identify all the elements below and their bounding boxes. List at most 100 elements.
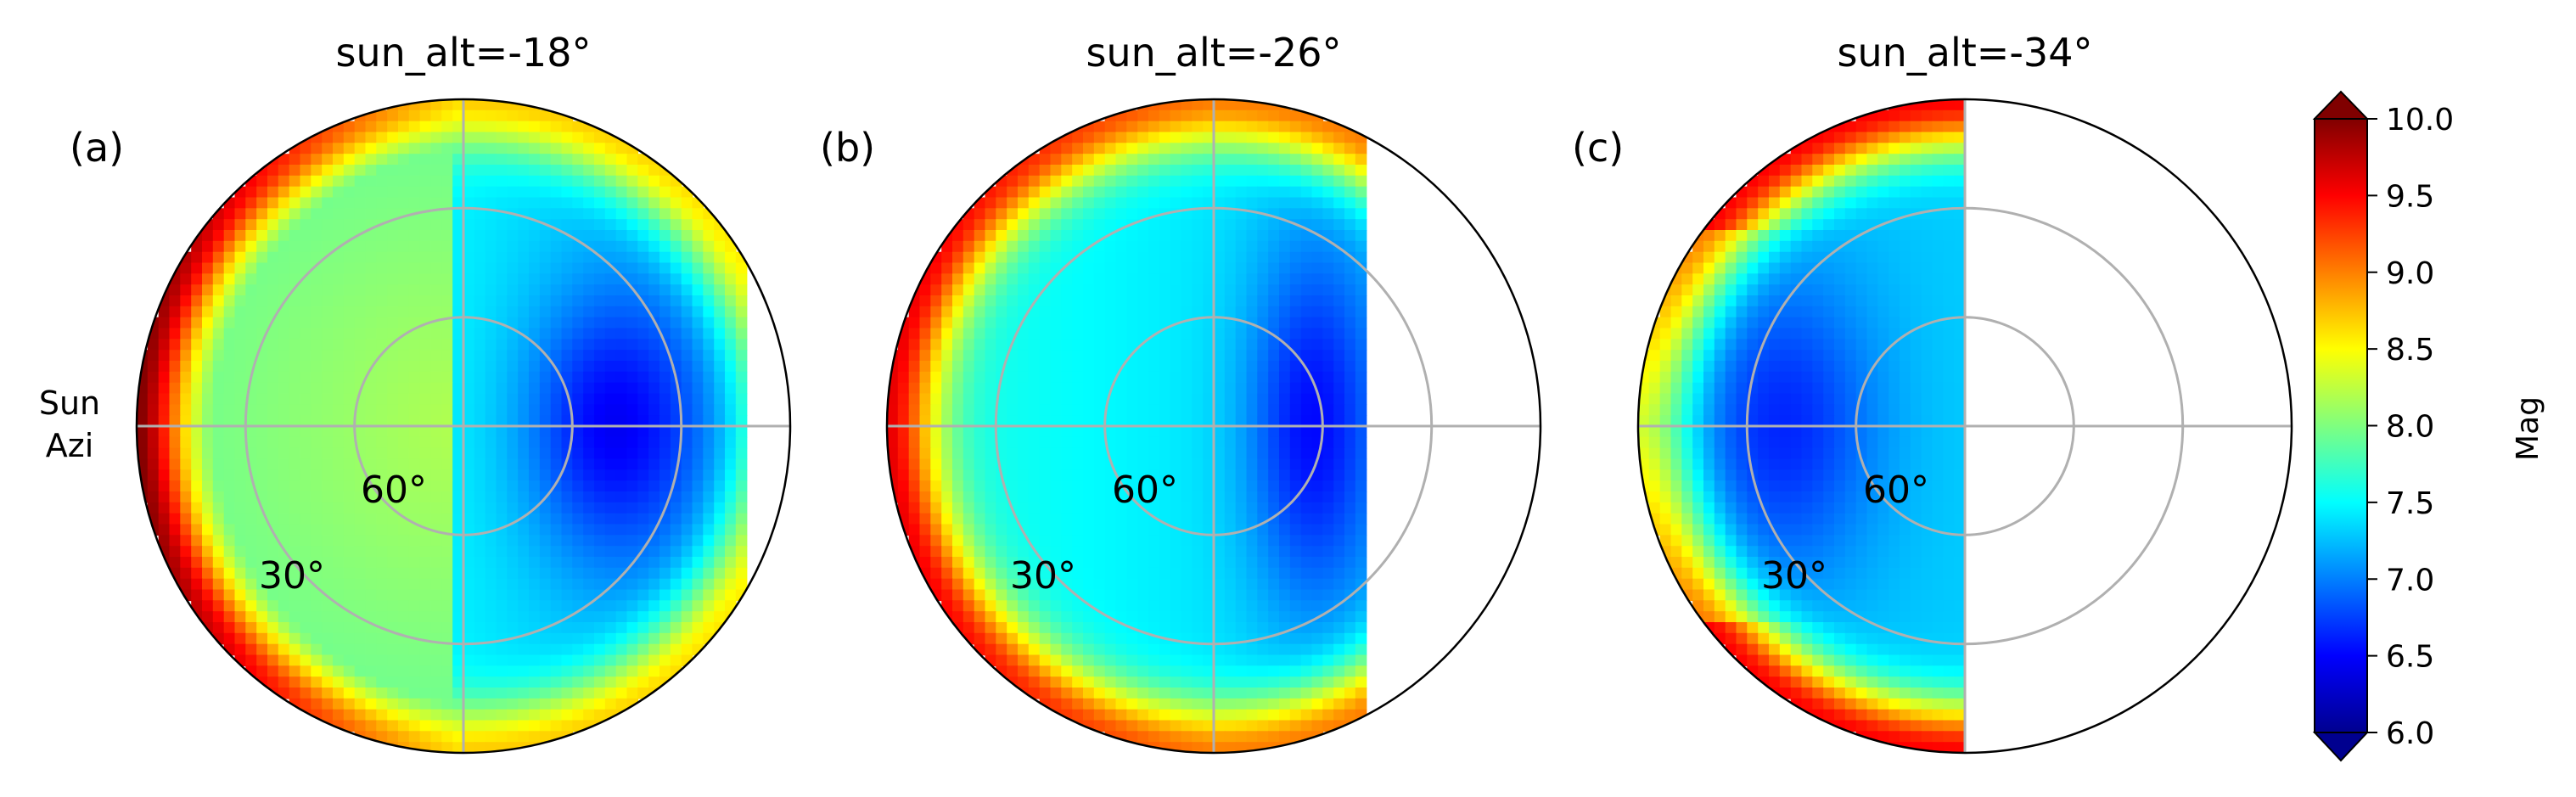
heat-cell (387, 632, 399, 645)
heat-cell (615, 589, 628, 602)
heat-cell (725, 371, 737, 384)
heat-cell (518, 371, 530, 384)
heat-cell (974, 491, 986, 503)
heat-cell (1214, 251, 1226, 264)
heat-cell (474, 622, 486, 634)
heat-cell (974, 589, 986, 602)
heat-cell (158, 524, 171, 536)
heat-cell (300, 154, 312, 166)
heat-cell (1159, 132, 1171, 144)
heat-cell (333, 513, 345, 525)
heat-cell (518, 665, 530, 677)
heat-cell (430, 154, 443, 166)
heat-cell (1203, 219, 1215, 231)
heat-cell (408, 535, 421, 547)
heat-cell (267, 513, 279, 525)
heat-cell (725, 415, 737, 427)
heat-cell (278, 219, 290, 231)
heat-cell (1257, 600, 1269, 612)
heat-cell (387, 197, 399, 210)
heat-cell (245, 654, 257, 667)
heat-cell (1214, 632, 1226, 645)
heat-cell (1279, 186, 1291, 199)
heat-cell (919, 524, 932, 536)
heat-cell (300, 306, 312, 318)
heat-cell (1007, 295, 1019, 307)
heat-cell (202, 415, 214, 427)
heat-cell (529, 143, 541, 154)
heat-cell (1115, 240, 1128, 253)
heat-cell (408, 502, 421, 514)
heat-cell (267, 240, 279, 253)
heat-cell (561, 688, 574, 699)
heat-cell (311, 186, 323, 199)
heat-cell (1279, 480, 1291, 492)
heat-cell (1072, 698, 1084, 710)
heat-cell (158, 306, 171, 318)
heat-cell (333, 382, 345, 395)
heat-cell (485, 306, 497, 318)
heat-cell (1083, 524, 1095, 536)
heat-cell (1104, 328, 1117, 340)
heat-cell (1279, 328, 1291, 340)
heat-cell (1126, 262, 1138, 275)
heat-cell (408, 143, 421, 154)
heat-cell (408, 361, 421, 373)
heat-cell (1115, 295, 1128, 307)
heat-cell (452, 611, 464, 623)
heat-cell (1050, 665, 1063, 677)
heat-cell (1311, 535, 1324, 547)
heat-cell (245, 251, 257, 264)
heat-cell (256, 219, 268, 231)
heat-cell (1170, 436, 1182, 449)
heat-cell (256, 273, 268, 285)
heat-cell (725, 328, 737, 340)
heat-cell (474, 665, 486, 677)
heat-cell (1235, 251, 1248, 264)
heat-cell (311, 622, 323, 634)
heat-cell (365, 491, 378, 503)
heat-cell (430, 688, 443, 699)
heat-cell (398, 132, 410, 144)
heat-cell (1224, 132, 1237, 144)
heat-cell (191, 295, 203, 307)
heat-cell (354, 720, 367, 732)
heat-cell (583, 186, 595, 199)
heat-cell (1083, 175, 1095, 188)
heat-cell (930, 480, 942, 492)
heat-cell (1083, 219, 1095, 231)
heat-cell (333, 458, 345, 471)
heat-cell (1018, 350, 1030, 362)
heat-cell (1192, 240, 1204, 253)
heat-cell (311, 371, 323, 384)
heat-cell (1214, 284, 1226, 296)
heat-cell (930, 339, 942, 351)
heat-cell (604, 567, 617, 580)
heat-cell (408, 393, 421, 406)
heat-cell (692, 208, 704, 220)
heat-cell (648, 458, 660, 471)
heat-cell (626, 567, 639, 580)
heat-cell (408, 132, 421, 144)
heat-cell (1093, 284, 1106, 296)
heat-cell (485, 480, 497, 492)
heat-cell (202, 447, 214, 460)
heat-cell (985, 622, 997, 634)
heat-cell (1322, 513, 1334, 525)
heat-cell (583, 458, 595, 471)
heat-cell (245, 186, 257, 199)
heat-cell (919, 447, 932, 460)
heat-cell (919, 371, 932, 384)
heat-cell (485, 350, 497, 362)
heat-cell (518, 175, 530, 188)
heat-cell (604, 524, 617, 536)
heat-cell (1300, 121, 1313, 133)
heat-cell (952, 600, 964, 612)
heat-cell (202, 611, 214, 623)
heat-cell (234, 371, 247, 384)
heat-cell (234, 415, 247, 427)
heat-cell (180, 415, 192, 427)
heat-cell (703, 273, 715, 285)
heat-cell (604, 632, 617, 645)
heat-cell (376, 382, 388, 395)
